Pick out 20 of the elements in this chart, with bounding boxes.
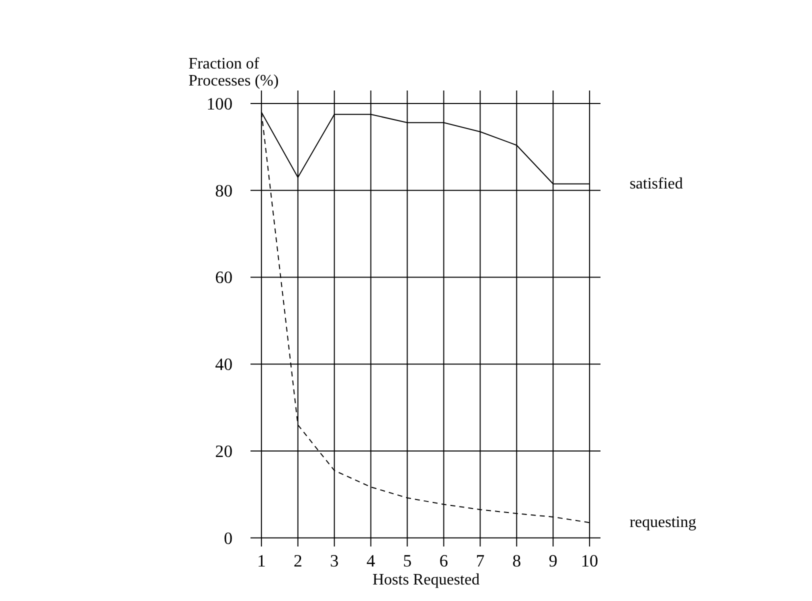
text: requesting (630, 514, 696, 532)
x-tick-label: 4 (366, 552, 376, 570)
y-tick-label: 0 (224, 528, 233, 548)
x-tick-label: 6 (439, 552, 448, 570)
x-axis-title: Hosts Requested (372, 572, 480, 588)
y-tick-label: 20 (215, 442, 232, 461)
text: satisfied (630, 175, 683, 192)
x-tick-label: 8 (512, 552, 521, 570)
x-tick-label: 1 (257, 552, 266, 570)
x-tick-label: 2 (294, 552, 302, 570)
x-tick-label: 10 (580, 552, 598, 570)
x-tick-label: 3 (330, 552, 339, 570)
y-tick-label: 60 (215, 268, 232, 288)
y-tick-label: 40 (215, 355, 232, 374)
x-tick-label: 9 (548, 552, 558, 570)
x-tick-label: 7 (476, 552, 485, 570)
y-tick-label: 80 (215, 181, 232, 200)
y-axis-title: Fraction of Processes (%) (188, 56, 279, 90)
x-tick-label: 5 (402, 552, 412, 570)
y-tick-label: 100 (206, 94, 233, 114)
